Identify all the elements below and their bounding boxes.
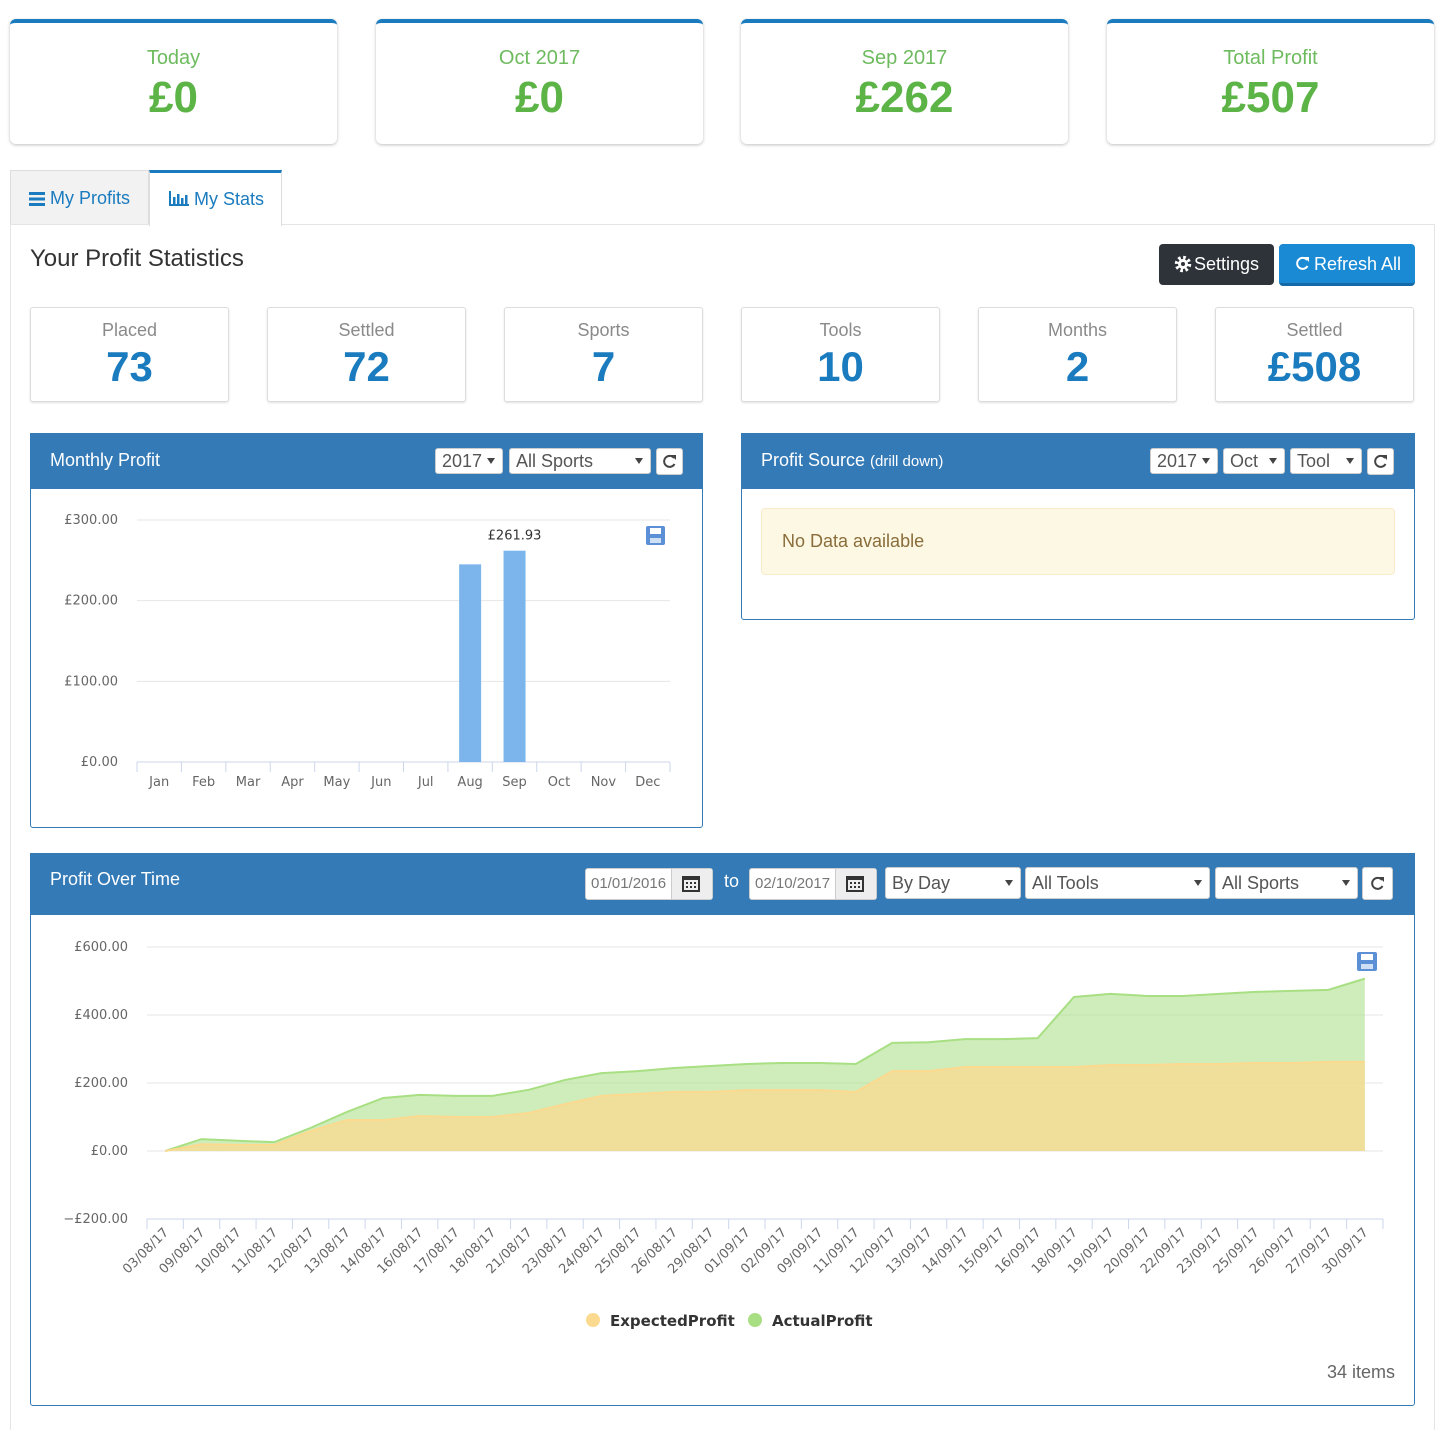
caret <box>1005 880 1013 886</box>
refresh-all-button[interactable]: Refresh All <box>1279 244 1415 286</box>
panel <box>30 853 1415 1406</box>
calendar-icon <box>846 876 864 892</box>
stat-label: Months <box>1047 320 1108 340</box>
caret <box>635 458 643 464</box>
panel-title: Profit Source (drill down) <box>761 450 1061 474</box>
stat-value: 2 <box>1065 343 1090 390</box>
tab-my-stats[interactable]: My Stats <box>149 170 282 226</box>
sport-select[interactable]: All Sports <box>509 448 651 474</box>
list-icon <box>29 192 45 206</box>
caret <box>1269 458 1277 464</box>
stat-box: Placed 73 <box>30 307 229 402</box>
stat-value: 72 <box>343 343 390 390</box>
stat-value: £508 <box>1267 343 1362 390</box>
no-data-alert: No Data available <box>761 508 1395 575</box>
year-select[interactable]: 2017 <box>435 448 503 474</box>
summary-card: Oct 2017 £0 <box>376 19 703 144</box>
caret <box>1194 880 1202 886</box>
stat-label: Tools <box>819 320 862 340</box>
refresh-button[interactable] <box>656 448 683 475</box>
calendar-icon <box>682 876 700 892</box>
summary-value: £0 <box>149 73 198 122</box>
stat-value: 10 <box>817 343 864 390</box>
range-word: to <box>724 871 740 891</box>
stat-box: Settled £508 <box>1215 307 1414 402</box>
summary-label: Total Profit <box>1223 47 1318 69</box>
refresh-button[interactable] <box>1367 448 1394 475</box>
refresh-button[interactable] <box>1362 867 1393 900</box>
gear-icon <box>1174 255 1192 273</box>
summary-value: £507 <box>1221 73 1320 122</box>
stat-label: Sports <box>577 320 630 340</box>
main-panel <box>10 224 1435 1430</box>
summary-label: Sep 2017 <box>861 47 948 69</box>
summary-card: Sep 2017 £262 <box>741 19 1068 144</box>
bar-chart-icon <box>169 191 189 206</box>
summary-value: £262 <box>855 73 954 122</box>
stat-label: Settled <box>1286 320 1343 340</box>
caret <box>1346 458 1354 464</box>
summary-card: Total Profit £507 <box>1107 19 1434 144</box>
summary-label: Oct 2017 <box>498 47 581 69</box>
tool-select[interactable]: Tool <box>1290 448 1362 474</box>
caret <box>1202 458 1210 464</box>
caret <box>487 458 495 464</box>
stat-label: Settled <box>338 320 395 340</box>
refresh-icon <box>1374 454 1387 468</box>
month-select[interactable]: Oct <box>1223 448 1285 474</box>
summary-card: Today £0 <box>10 19 337 144</box>
stat-box: Sports 7 <box>504 307 703 402</box>
section-title: Your Profit Statistics <box>30 245 244 272</box>
refresh-icon <box>663 454 676 468</box>
year-select[interactable]: 2017 <box>1150 448 1218 474</box>
panel-title-text: Profit Source <box>761 450 866 470</box>
stat-label: Placed <box>101 320 158 340</box>
panel-subtitle: (drill down) <box>870 453 944 470</box>
panel-title: Monthly Profit <box>50 450 161 470</box>
item-count: 34 items <box>1326 1362 1395 1382</box>
caret <box>1342 880 1350 886</box>
stat-box: Settled 72 <box>267 307 466 402</box>
stat-box: Tools 10 <box>741 307 940 402</box>
refresh-icon <box>1296 256 1309 270</box>
stat-value: 73 <box>106 343 153 390</box>
summary-label: Today <box>146 47 201 69</box>
panel-title: Profit Over Time <box>50 869 181 889</box>
tool-select[interactable]: All Tools <box>1025 867 1210 899</box>
period-select[interactable]: By Day <box>885 867 1021 899</box>
summary-value: £0 <box>515 73 564 122</box>
panel <box>30 433 703 828</box>
refresh-icon <box>1371 876 1384 890</box>
stat-value: 7 <box>591 343 616 390</box>
sport-select[interactable]: All Sports <box>1215 867 1358 899</box>
stat-box: Months 2 <box>978 307 1177 402</box>
